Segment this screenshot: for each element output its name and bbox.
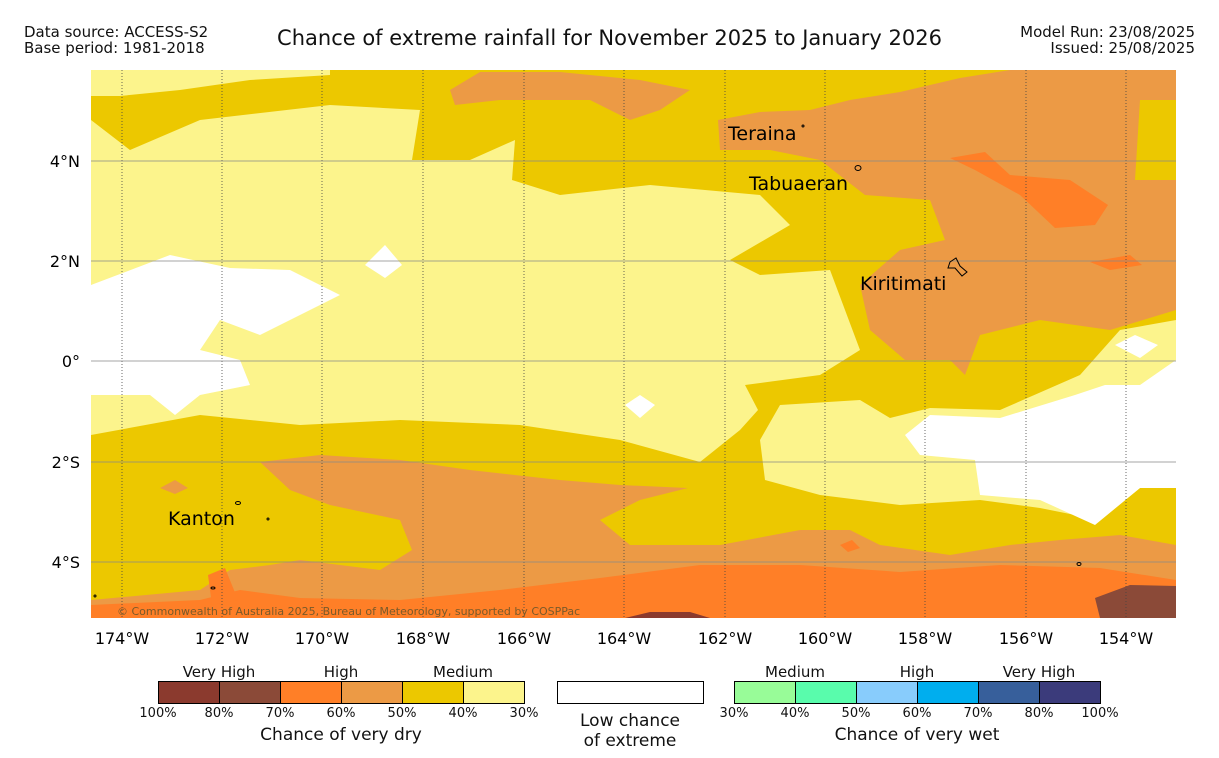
legend-dry-colorbar [158, 681, 525, 704]
header-left: Data source: ACCESS-S2 Base period: 1981… [24, 24, 208, 56]
longitude-label: 172°W [195, 629, 250, 648]
legend-dry-swatch [281, 682, 342, 703]
island-outline [93, 594, 97, 598]
legend-dry-tick: 50% [387, 706, 417, 721]
place-label-tabuaeran: Tabuaeran [748, 173, 848, 195]
legend-wet-tick: 40% [780, 706, 810, 721]
legend-dry-tick: 60% [326, 706, 356, 721]
legend-dry-swatch [464, 682, 524, 703]
region-low-chance [625, 395, 655, 418]
island-kiritimati-outline [947, 257, 968, 277]
map-gridlines [91, 70, 1176, 618]
legend-wet-tick: 50% [841, 706, 871, 721]
base-period-text: Base period: 1981-2018 [24, 39, 205, 57]
legend-dry-label-medium: Medium [433, 663, 493, 681]
region-high-dry-strong [1090, 255, 1142, 270]
copyright-text: © Commonwealth of Australia 2025, Bureau… [117, 605, 580, 618]
region-low-chance [905, 360, 1176, 525]
longitude-label: 156°W [999, 629, 1054, 648]
header-right: Model Run: 23/08/2025 Issued: 25/08/2025 [1020, 24, 1195, 56]
legend-dry-swatch [159, 682, 220, 703]
rainfall-map: Teraina Tabuaeran Kiritimati Kanton © Co… [50, 70, 1176, 648]
legend-dry-tick: 30% [509, 706, 539, 721]
legend-wet-tick: 100% [1081, 706, 1119, 721]
region-very-high-dry [1095, 585, 1176, 618]
legend-wet-label-high: High [899, 663, 935, 681]
legend-dry-swatch [220, 682, 281, 703]
legend-wet-swatch [857, 682, 918, 703]
island-teraina-outline [801, 124, 805, 128]
longitude-label: 154°W [1099, 629, 1154, 648]
island-outline [1076, 562, 1082, 566]
legend-dry-swatch [342, 682, 403, 703]
longitude-label: 166°W [497, 629, 552, 648]
place-label-teraina: Teraina [727, 123, 797, 145]
place-label-kiritimati: Kiritimati [860, 273, 946, 295]
island-outline [210, 586, 216, 590]
legend-dry-title: Chance of very dry [260, 725, 422, 745]
legend-low-swatch [557, 681, 704, 704]
region-high-dry [160, 480, 188, 494]
legend-wet-label-very-high: Very High [1002, 663, 1076, 681]
legend-dry-tick: 80% [204, 706, 234, 721]
legend-wet-swatch [979, 682, 1040, 703]
region-high-dry-strong [208, 568, 238, 605]
legend-dry-swatch [403, 682, 464, 703]
issued-text: Issued: 25/08/2025 [1050, 39, 1195, 57]
region-high-dry-strong [950, 152, 1108, 228]
legend-dry-tick: 100% [139, 706, 177, 721]
island-kanton-outline [235, 501, 241, 505]
latitude-label: 0° [62, 352, 80, 371]
legend-low-line2: of extreme [583, 731, 677, 751]
latitude-label: 4°N [50, 152, 80, 171]
region-low-chance [365, 245, 402, 278]
region-high-dry [450, 72, 690, 120]
longitude-label: 158°W [898, 629, 953, 648]
region-very-high-dry [625, 612, 710, 618]
legend-wet-label-medium: Medium [765, 663, 825, 681]
region-high-dry [718, 70, 1176, 375]
region-medium-dry-pale [91, 70, 330, 96]
data-source-text: Data source: ACCESS-S2 [24, 23, 209, 41]
island-outlines [93, 124, 1082, 598]
legend-wet-tick: 30% [719, 706, 749, 721]
legend-wet-tick: 80% [1024, 706, 1054, 721]
longitude-labels: 174°W 172°W 170°W 168°W 166°W 164°W 162°W 160°W… [95, 629, 1154, 648]
legend-wet-swatch [918, 682, 979, 703]
island-tabuaeran-outline [854, 165, 862, 171]
latitude-label: 4°S [52, 553, 80, 572]
legend-dry-label-high: High [323, 663, 359, 681]
legend-wet-title: Chance of very wet [834, 725, 1000, 745]
longitude-label: 174°W [95, 629, 150, 648]
region-high-dry-strong [840, 540, 860, 552]
legend-dry-tick: 70% [265, 706, 295, 721]
latitude-label: 2°N [50, 252, 80, 271]
legend-wet-tick: 60% [902, 706, 932, 721]
latitude-label: 2°S [52, 453, 80, 472]
longitude-label: 164°W [597, 629, 652, 648]
legend-wet-colorbar [734, 681, 1101, 704]
legend-wet-swatch [735, 682, 796, 703]
place-label-kanton: Kanton [168, 508, 235, 530]
legend-wet-swatch [796, 682, 857, 703]
longitude-label: 168°W [396, 629, 451, 648]
region-high-dry-strong [91, 565, 1176, 618]
latitude-labels: 4°N 2°N 0° 2°S 4°S [50, 152, 80, 572]
legend-low-line1: Low chance [580, 711, 680, 731]
legend-dry-tick: 40% [448, 706, 478, 721]
legend-wet-swatch [1040, 682, 1100, 703]
longitude-label: 170°W [295, 629, 350, 648]
region-medium-dry-pale [91, 105, 860, 462]
longitude-label: 160°W [798, 629, 853, 648]
region-low-chance [91, 255, 340, 415]
legend-wet-tick: 70% [963, 706, 993, 721]
model-run-text: Model Run: 23/08/2025 [1020, 23, 1195, 41]
longitude-label: 162°W [698, 629, 753, 648]
map-title: Chance of extreme rainfall for November … [277, 26, 942, 50]
island-outline [266, 517, 270, 521]
map-fill-regions [91, 70, 1176, 618]
legend-dry-label-very-high: Very High [182, 663, 256, 681]
